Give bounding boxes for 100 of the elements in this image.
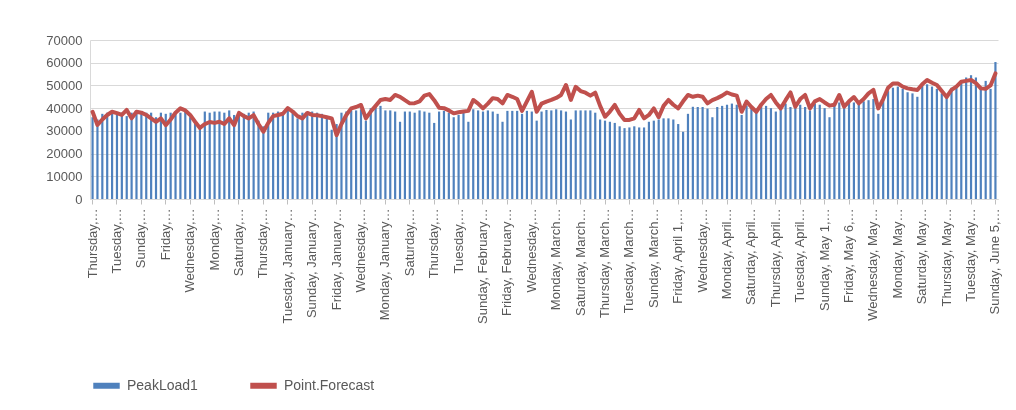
bar [823, 108, 826, 199]
y-tick-label: 60000 [46, 55, 83, 71]
bar [740, 114, 743, 199]
bar [442, 110, 446, 199]
bar [511, 110, 514, 199]
bar [857, 103, 860, 199]
bar [452, 117, 455, 199]
bar [681, 131, 685, 199]
bar [852, 102, 855, 199]
bar [667, 118, 670, 199]
bar [657, 119, 660, 199]
bar [472, 109, 475, 199]
x-tick-label: Monday, April… [719, 208, 735, 300]
bar [564, 111, 568, 199]
bar [677, 124, 680, 199]
bar [301, 112, 304, 199]
bar [125, 116, 128, 199]
bar [896, 86, 899, 199]
x-tick-label: Sunday,… [133, 208, 149, 269]
y-tick-label: 30000 [46, 123, 83, 139]
x-tick-label: Tuesday,… [450, 208, 466, 274]
y-tick-label: 10000 [46, 168, 83, 184]
bar [403, 111, 407, 199]
bar [540, 111, 543, 199]
x-tick-label: Wednesday,… [523, 208, 539, 293]
x-tick-label: Monday, January… [377, 208, 393, 321]
bar [589, 110, 592, 199]
bar [457, 114, 460, 199]
bar [189, 117, 192, 199]
x-tick-label: Saturday, May… [914, 208, 930, 305]
bar [555, 109, 558, 199]
x-tick-label: Saturday,… [401, 208, 417, 277]
bar [135, 113, 138, 199]
bar [330, 129, 333, 199]
bar [784, 103, 787, 199]
bar [423, 111, 426, 199]
bar [642, 127, 646, 199]
bar [115, 113, 119, 199]
x-tick-label: Tuesday, May… [963, 208, 979, 302]
x-tick-label: Monday,… [206, 208, 222, 271]
bar [364, 120, 367, 199]
line-series [90, 71, 998, 138]
bar [433, 122, 436, 199]
bar [525, 110, 529, 199]
x-tick-label: Sunday, March… [645, 208, 661, 308]
bar [379, 105, 382, 199]
bar [706, 108, 709, 199]
bar [799, 104, 802, 199]
bar [901, 88, 904, 199]
bar [481, 111, 485, 199]
bar [686, 113, 690, 199]
x-tick-label: Tuesday,… [108, 208, 124, 274]
bar [789, 107, 792, 199]
bar [257, 120, 260, 199]
bar [603, 120, 607, 199]
bar [213, 111, 216, 199]
y-tick-label: 40000 [46, 100, 83, 116]
bar [569, 119, 572, 199]
bar [428, 112, 431, 199]
bar [760, 107, 763, 199]
bar [296, 118, 299, 199]
bar [828, 117, 831, 199]
bar [486, 110, 489, 199]
legend-label: Point.Forecast [284, 376, 375, 393]
x-tick-label: Saturday, April… [743, 208, 759, 306]
bar [584, 110, 587, 199]
bar [647, 121, 651, 199]
bar [359, 109, 363, 199]
bar [867, 100, 870, 199]
bar [389, 110, 392, 199]
bar [594, 112, 597, 199]
bar [916, 96, 919, 199]
bar [750, 108, 753, 199]
bar [535, 120, 538, 199]
x-tick-label: Thursday, March… [597, 208, 613, 319]
bar [891, 87, 895, 199]
bar [467, 121, 470, 199]
bar [769, 108, 773, 199]
bar [408, 111, 411, 199]
bar [701, 107, 704, 199]
bar [96, 119, 99, 199]
x-tick-label: Thursday, May… [938, 208, 954, 307]
x-tick-label: Saturday, March… [572, 208, 588, 316]
bar [872, 99, 875, 199]
bar [462, 112, 465, 199]
bar [374, 107, 377, 199]
bar [496, 113, 499, 199]
bar [545, 109, 548, 199]
x-tick-label: Friday, May 6,… [841, 208, 857, 303]
x-tick-label: Saturday,… [230, 208, 246, 277]
bar [633, 126, 636, 199]
bar [774, 111, 777, 199]
x-tick-label: Thursday,… [84, 208, 100, 279]
bar [813, 103, 816, 199]
x-tick-label: Friday, February… [499, 208, 515, 316]
bar [940, 93, 943, 199]
x-tick-label: Friday, January… [328, 208, 344, 311]
bar [638, 127, 641, 199]
bar [550, 110, 553, 199]
bar [618, 126, 621, 199]
